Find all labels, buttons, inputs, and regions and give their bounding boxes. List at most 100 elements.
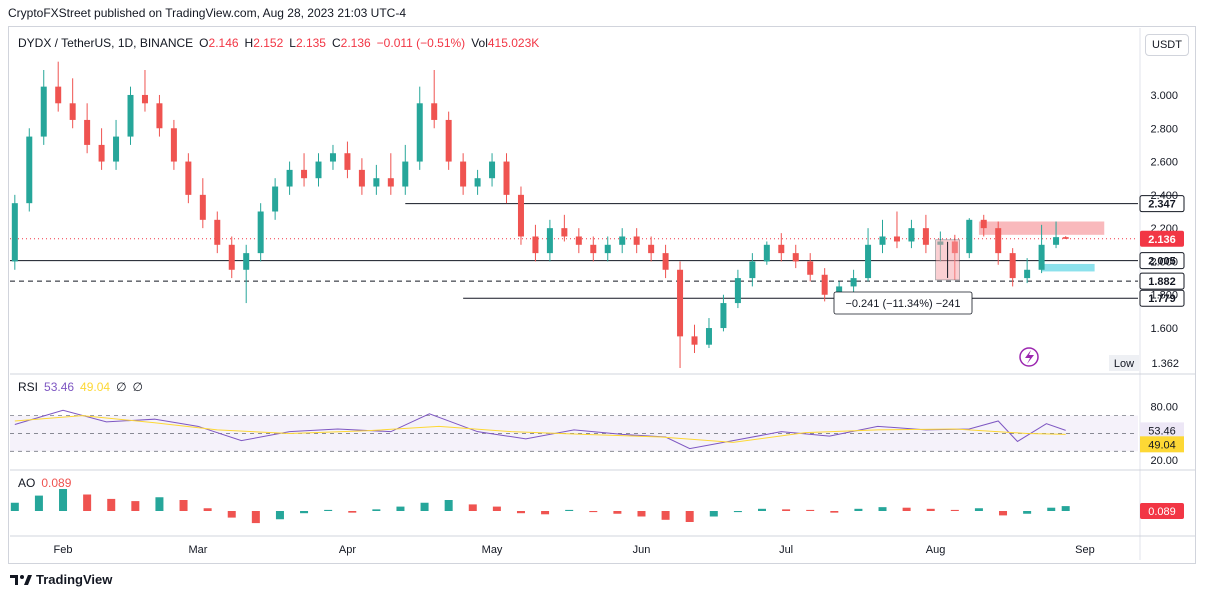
currency-button[interactable]: USDT [1145, 34, 1189, 56]
level-tag-text-2.005: 2.005 [1148, 256, 1176, 268]
candle-body[interactable] [980, 219, 987, 229]
candle-body[interactable] [546, 228, 553, 254]
candle-body[interactable] [648, 244, 655, 254]
symbol-label[interactable]: DYDX / TetherUS, 1D, BINANCE [18, 36, 194, 50]
candle-body[interactable] [995, 228, 1002, 254]
candle-body[interactable] [922, 228, 929, 245]
candle-body[interactable] [705, 328, 712, 345]
candle-body[interactable] [503, 161, 510, 195]
rsi-indicator-label[interactable]: RSI [18, 380, 39, 394]
candle-body[interactable] [619, 236, 626, 245]
candle-body[interactable] [792, 253, 799, 262]
candle-body[interactable] [344, 153, 351, 170]
candle-body[interactable] [301, 169, 308, 179]
candle-body[interactable] [633, 236, 640, 245]
candle-body[interactable] [893, 236, 900, 242]
candle-body[interactable] [141, 94, 148, 104]
candle-body[interactable] [243, 253, 250, 270]
lightning-bolt-icon [1025, 350, 1034, 364]
candle-body[interactable] [402, 161, 409, 187]
candle-body[interactable] [445, 119, 452, 162]
candle-body[interactable] [865, 244, 872, 279]
tradingview-logo-icon [10, 574, 32, 585]
candle-body[interactable] [156, 103, 163, 129]
candle-body[interactable] [677, 269, 684, 337]
candle-body[interactable] [749, 261, 756, 279]
candle-body[interactable] [228, 244, 235, 270]
candle-body[interactable] [691, 336, 698, 345]
ao-indicator-label[interactable]: AO [18, 476, 36, 490]
candle-body[interactable] [214, 219, 221, 245]
ao-bar [1023, 511, 1032, 514]
candle-body[interactable] [329, 153, 336, 162]
candle-body[interactable] [850, 278, 857, 287]
candle-body[interactable] [489, 161, 496, 179]
candle-body[interactable] [69, 103, 76, 120]
candle-body[interactable] [720, 303, 727, 329]
ao-bar [661, 511, 670, 520]
candle-body[interactable] [778, 244, 785, 254]
ao-bar [806, 509, 815, 511]
level-tag-text-1.882: 1.882 [1148, 276, 1176, 288]
candle-body[interactable] [113, 136, 120, 162]
candle-body[interactable] [1053, 237, 1060, 245]
rsi-tick-80.00: 80.00 [1150, 402, 1178, 414]
candle-body[interactable] [199, 194, 206, 220]
candle-body[interactable] [763, 244, 770, 262]
candle-body[interactable] [84, 119, 91, 145]
price-tick-3.000: 3.000 [1150, 90, 1178, 102]
candle-body[interactable] [734, 278, 741, 304]
candle-body[interactable] [561, 228, 568, 237]
candle-body[interactable] [590, 244, 597, 254]
candle-body[interactable] [257, 211, 264, 254]
candle-body[interactable] [315, 161, 322, 179]
candle-body[interactable] [575, 236, 582, 245]
candle-body[interactable] [1062, 237, 1069, 239]
rsi-value-tag [1140, 422, 1184, 439]
candle-body[interactable] [836, 286, 843, 295]
chart-frame[interactable] [8, 26, 1196, 564]
ao-bar [251, 511, 260, 524]
candle-body[interactable] [532, 236, 539, 254]
candle-body[interactable] [1038, 244, 1045, 270]
candle-body[interactable] [170, 128, 177, 162]
candle-body[interactable] [127, 94, 134, 137]
candle-body[interactable] [55, 86, 62, 104]
candle-body[interactable] [517, 194, 524, 237]
candle-body[interactable] [1024, 269, 1031, 279]
candle-body[interactable] [807, 261, 814, 275]
candle-body[interactable] [604, 244, 611, 254]
candle-body[interactable] [474, 178, 481, 187]
candle-body[interactable] [26, 136, 33, 204]
candle-body[interactable] [185, 161, 192, 195]
candle-body[interactable] [821, 274, 828, 295]
candle-body[interactable] [879, 236, 886, 245]
lightning-icon[interactable] [1019, 347, 1039, 367]
ao-bar [155, 497, 164, 511]
candle-body[interactable] [387, 178, 394, 187]
candle-body[interactable] [460, 161, 467, 187]
candle-body[interactable] [416, 103, 423, 162]
rsi-value: 53.46 [44, 380, 75, 394]
candle-body[interactable] [431, 103, 438, 120]
candle-body[interactable] [1009, 253, 1016, 279]
candle-body[interactable] [908, 228, 915, 242]
candle-body[interactable] [98, 144, 105, 162]
high-label: H [244, 36, 254, 50]
candle-body[interactable] [358, 169, 365, 187]
candle-body[interactable] [662, 253, 669, 270]
candle-body[interactable] [272, 186, 279, 212]
candle-body[interactable] [40, 86, 47, 137]
tradingview-footer[interactable]: TradingView [10, 572, 112, 587]
open-label: O [199, 36, 209, 50]
candle-body[interactable] [966, 219, 973, 254]
time-tick-Aug: Aug [926, 544, 946, 556]
measure-label-box [833, 291, 973, 315]
candle-body[interactable] [11, 203, 18, 262]
measure-label: −0.241 (−11.34%) −241 [845, 298, 960, 310]
candle-body[interactable] [286, 169, 293, 187]
candle-body[interactable] [373, 178, 380, 187]
level-tag-2.005 [1139, 252, 1185, 270]
time-tick-Mar: Mar [189, 544, 208, 556]
